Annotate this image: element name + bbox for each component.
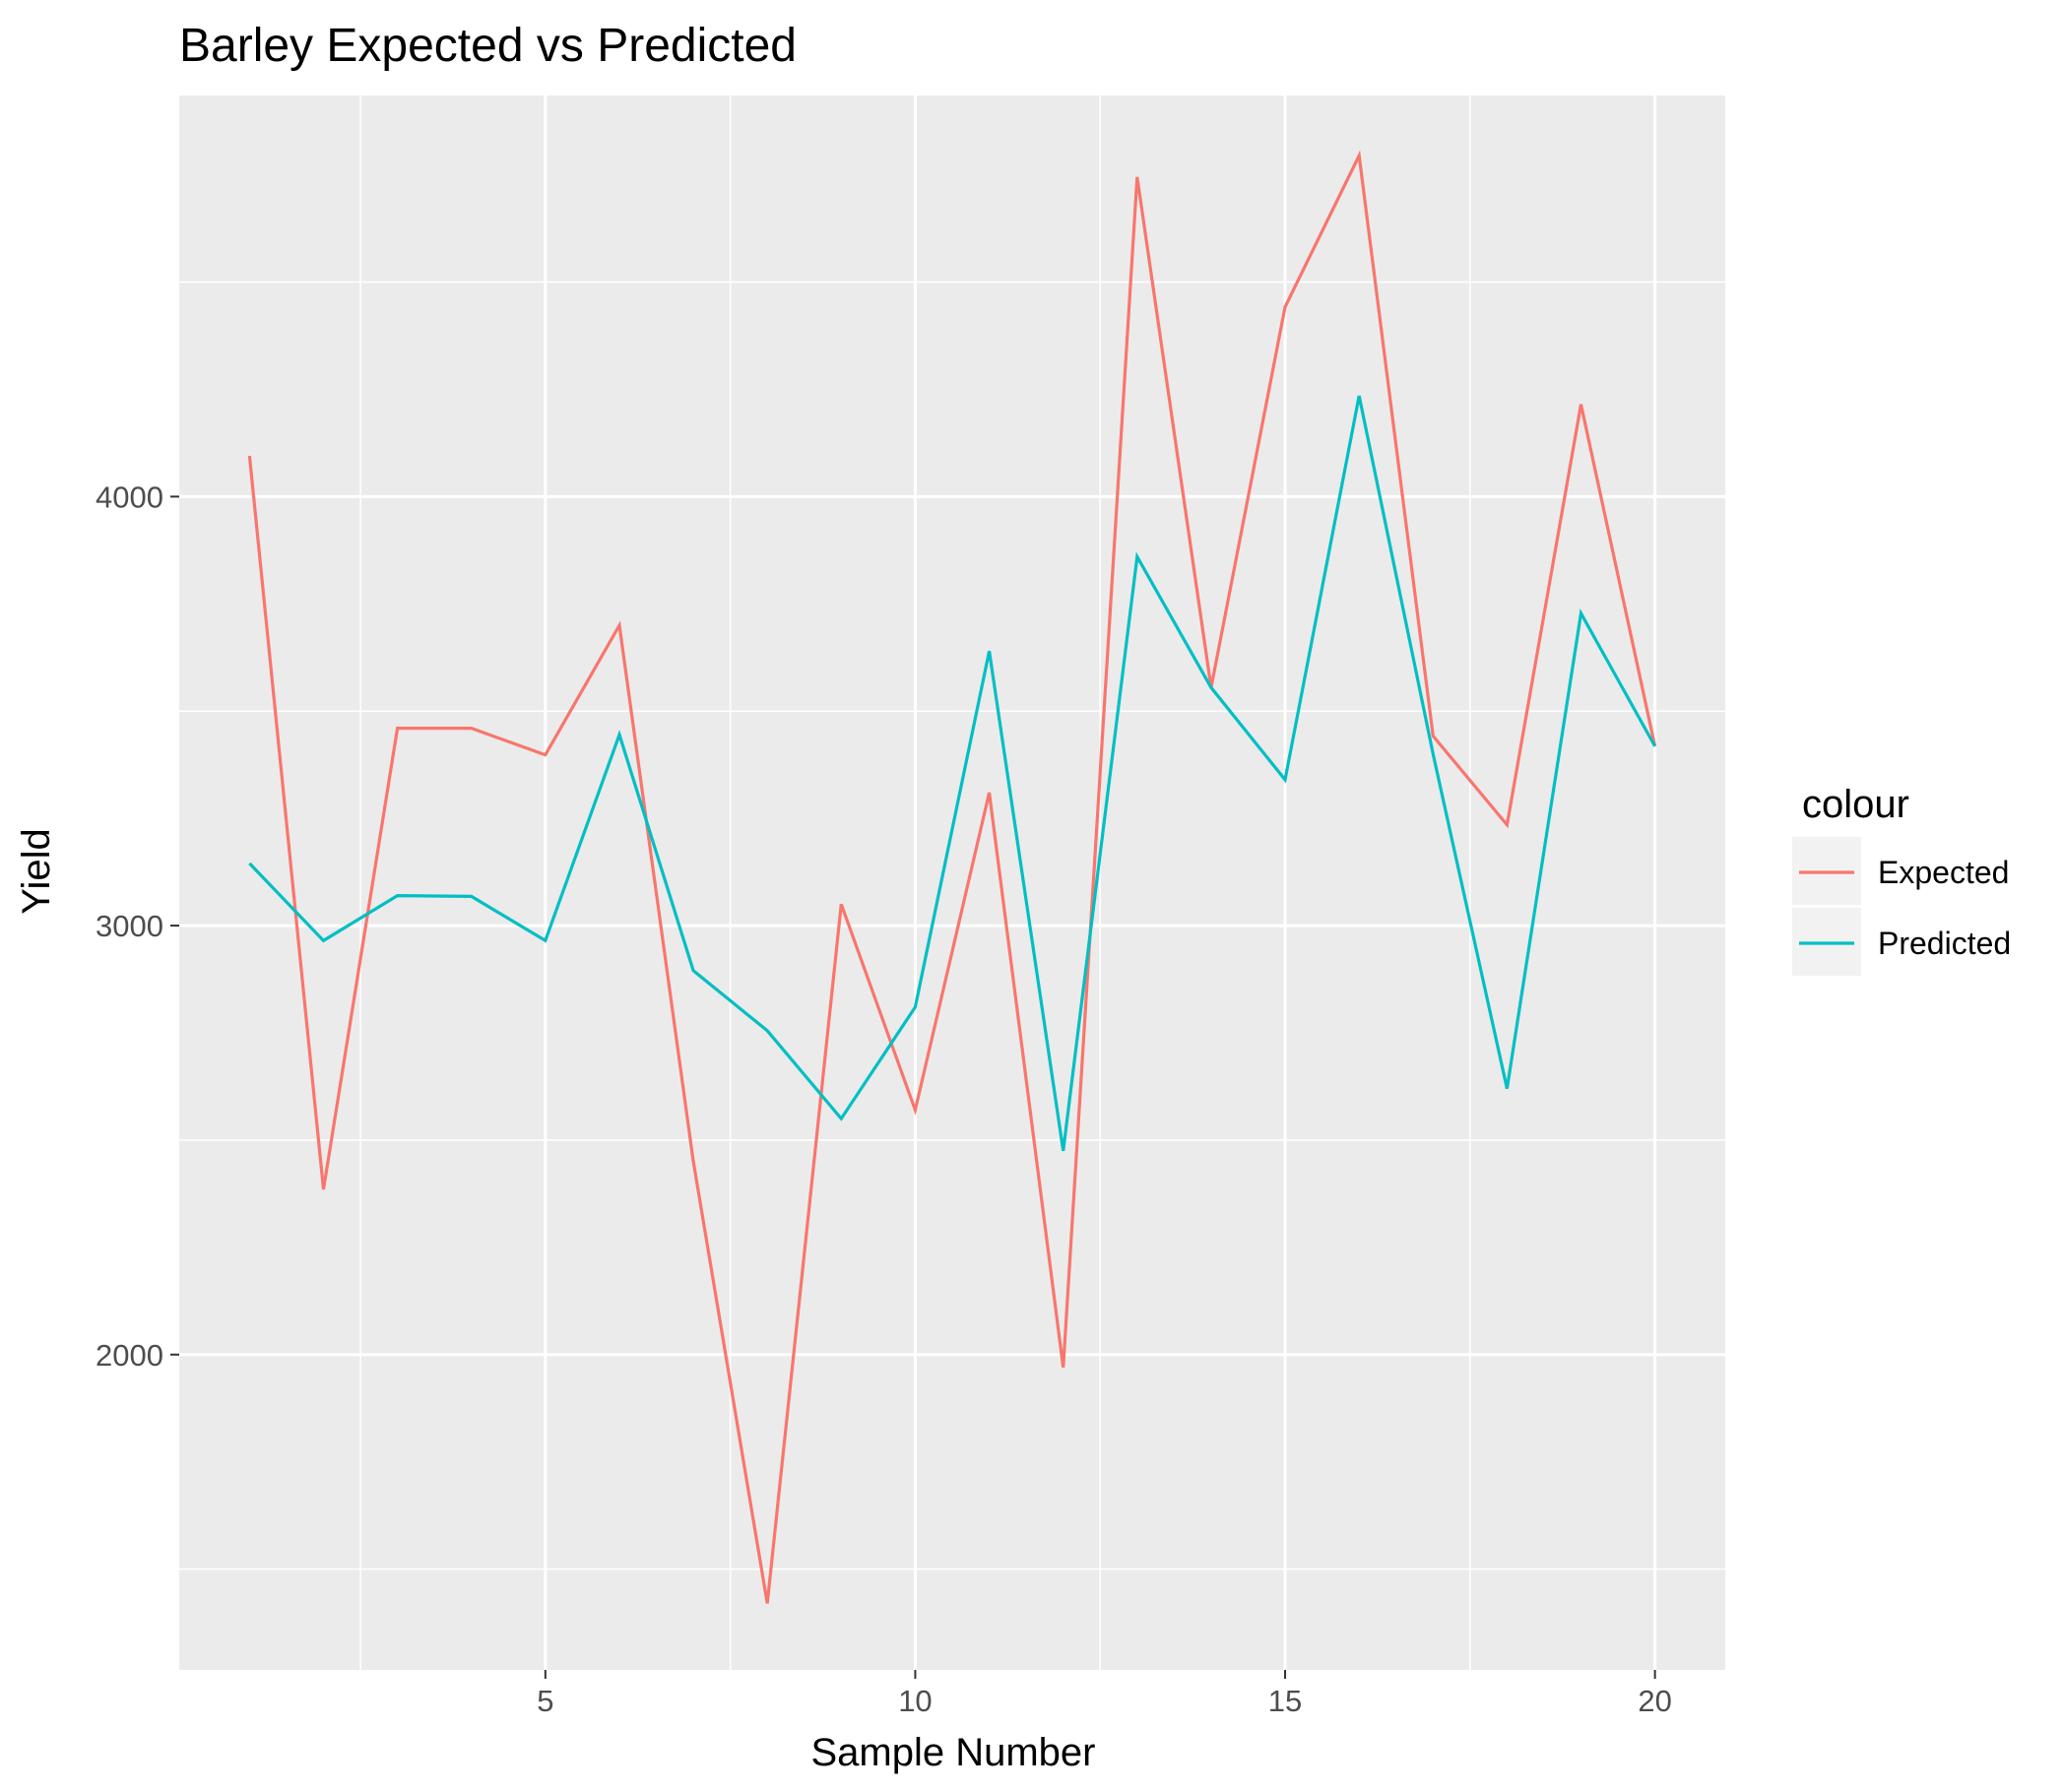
y-axis: 2000 3000 4000	[96, 480, 179, 1373]
y-tick-label: 2000	[96, 1338, 163, 1373]
series-line-expected	[247, 150, 1657, 1604]
grid-minor	[179, 96, 1725, 1670]
grid-major	[179, 96, 1725, 1670]
x-tick-label: 10	[898, 1684, 932, 1718]
legend-title: colour	[1802, 783, 1909, 826]
chart-title: Barley Expected vs Predicted	[179, 20, 797, 72]
x-tick-label: 5	[537, 1684, 553, 1718]
x-tick-label: 15	[1268, 1684, 1302, 1718]
series-lines	[247, 150, 1657, 1604]
legend-label-expected: Expected	[1878, 855, 2009, 890]
plot-panel	[179, 96, 1725, 1670]
y-axis-title: Yield	[15, 828, 58, 914]
x-axis-title: Sample Number	[810, 1731, 1095, 1774]
legend-items: Expected Predicted	[1792, 837, 2011, 976]
x-tick-label: 20	[1638, 1684, 1671, 1718]
legend: colour Expected Predicted	[1792, 783, 2011, 976]
y-tick-label: 3000	[96, 909, 163, 943]
legend-label-predicted: Predicted	[1878, 926, 2011, 961]
series-line-predicted	[248, 395, 1656, 1152]
panel-background	[179, 96, 1725, 1670]
y-tick-label: 4000	[96, 480, 163, 514]
x-axis: 5 10 15 20	[537, 1670, 1672, 1718]
